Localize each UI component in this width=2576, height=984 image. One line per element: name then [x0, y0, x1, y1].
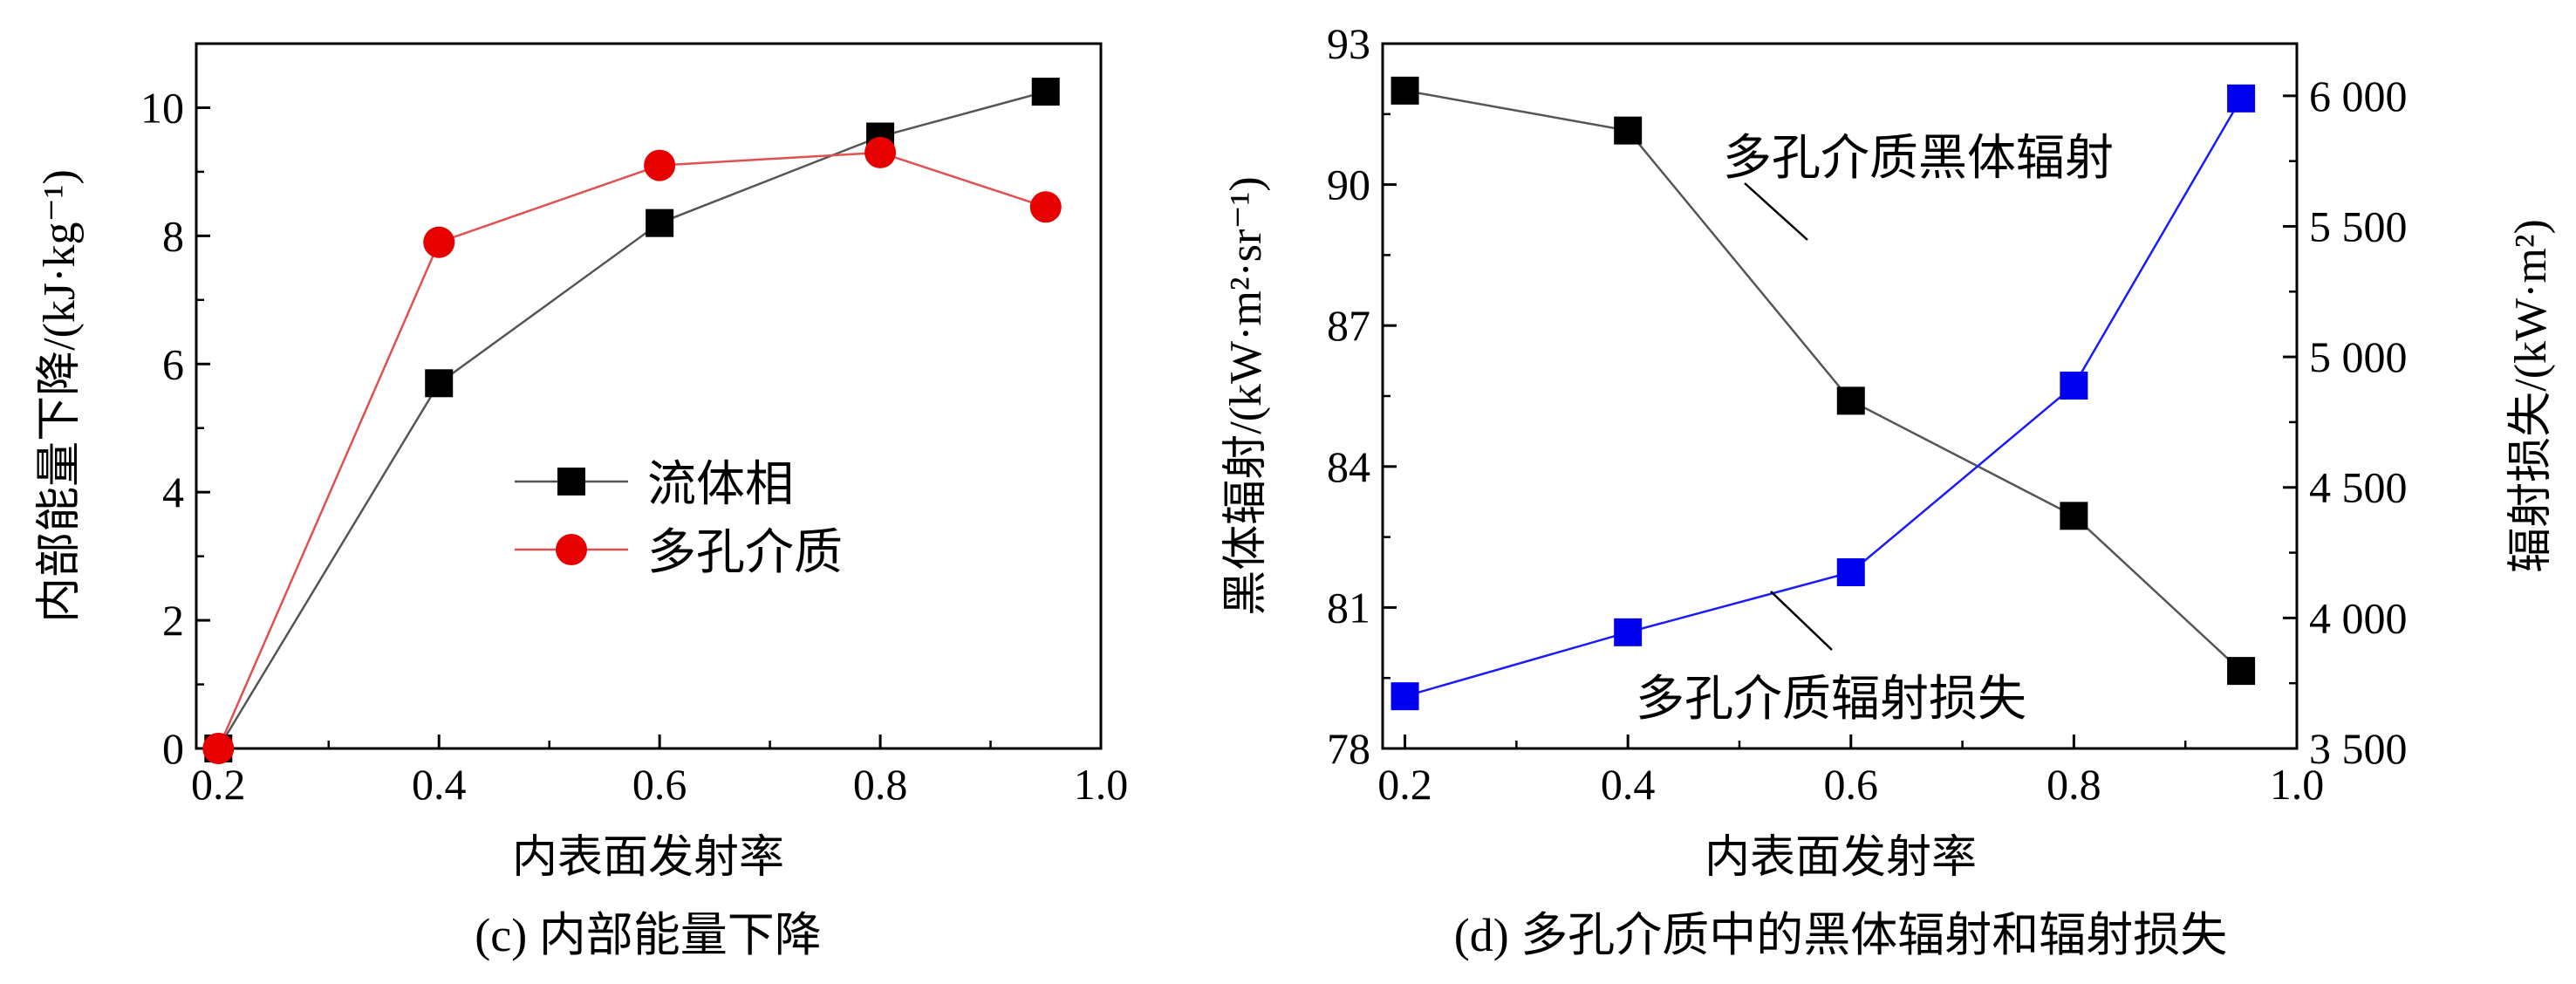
y-right-tick-label: 5 000	[2309, 332, 2408, 381]
data-point	[2227, 84, 2256, 113]
annotation-blackbody: 多孔介质黑体辐射	[1723, 132, 2114, 241]
x-tick-label: 0.8	[2046, 760, 2101, 809]
y-tick-label: 87	[1327, 301, 1370, 350]
data-point	[1029, 191, 1062, 223]
data-point	[644, 149, 676, 181]
series-markers	[1390, 76, 2256, 711]
y-right-tick-label: 4 500	[2309, 463, 2408, 512]
x-tick-label: 0.2	[191, 760, 246, 809]
x-tick-label: 0.6	[1824, 760, 1879, 809]
y-tick-label: 81	[1327, 583, 1370, 632]
caption: (d) 多孔介质中的黑体辐射和辐射损失	[1454, 909, 2227, 961]
axis-ticks: 0.2 0.4 0.6 0.8 1.0 78 81 84 87 90 93 3 500 4 000 4 5…	[1327, 19, 2408, 809]
axis-ticks: 0.2 0.4 0.6 0.8 1.0 0 2 4 6 8 10	[140, 83, 1128, 809]
legend-label-porous: 多孔介质	[647, 526, 843, 580]
data-point	[1031, 78, 1060, 106]
x-tick-label: 0.6	[632, 760, 687, 809]
y-tick-label: 90	[1327, 161, 1370, 209]
y-tick-label: 8	[162, 211, 184, 260]
data-point	[2060, 502, 2088, 530]
x-tick-label: 1.0	[1074, 760, 1129, 809]
chart-internal-energy-drop: 0.2 0.4 0.6 0.8 1.0 0 2 4 6 8 10 流体相 多孔介质 内表面发射率 内…	[35, 42, 1128, 961]
data-point	[2227, 657, 2256, 686]
data-point	[1836, 386, 1865, 415]
data-point	[1836, 558, 1865, 586]
y-tick-label: 0	[162, 724, 184, 773]
series-line-1	[1404, 98, 2243, 698]
x-tick-label: 0.4	[412, 760, 467, 809]
x-tick-label: 0.4	[1601, 760, 1656, 809]
plot-frame	[195, 42, 1103, 750]
y-tick-label: 78	[1327, 724, 1370, 773]
data-point	[425, 369, 454, 398]
x-axis-label: 内表面发射率	[512, 833, 784, 883]
y-axis-label: 内部能量下降/(kJ·kg⁻¹)	[35, 169, 85, 623]
y-axis-label-left: 黑体辐射/(kW·m²·sr⁻¹)	[1221, 176, 1271, 615]
chart-blackbody-radiation: 0.2 0.4 0.6 0.8 1.0 78 81 84 87 90 93 3 500 4 000 4 5…	[1221, 19, 2556, 961]
series-markers	[202, 78, 1062, 764]
y-right-tick-label: 3 500	[2309, 724, 2408, 773]
annotation-radiation-loss: 多孔介质辐射损失	[1636, 591, 2026, 727]
data-point	[423, 226, 455, 258]
data-point	[1614, 116, 1643, 145]
annotation-leader-loss	[1770, 591, 1833, 651]
data-point	[1390, 76, 1419, 105]
data-point	[202, 733, 235, 764]
annotation-text-loss: 多孔介质辐射损失	[1636, 673, 2026, 727]
y-right-tick-label: 4 000	[2309, 593, 2408, 642]
data-point	[2060, 372, 2088, 400]
y-right-tick-label: 5 500	[2309, 202, 2408, 250]
y-tick-label: 2	[162, 596, 184, 645]
legend-label-fluid: 流体相	[647, 458, 794, 512]
series-line-0	[217, 90, 1047, 749]
caption: (c) 内部能量下降	[475, 909, 821, 961]
y-tick-label: 84	[1327, 442, 1370, 491]
data-point	[1390, 682, 1419, 711]
y-axis-label-right: 辐射损失/(kW·m²)	[2506, 219, 2556, 573]
y-tick-label: 4	[162, 468, 184, 516]
data-point	[864, 136, 897, 168]
series-lines	[217, 90, 1047, 749]
data-point	[646, 208, 674, 237]
y-tick-label: 10	[140, 83, 184, 132]
data-point	[1614, 618, 1643, 646]
annotation-text-blackbody: 多孔介质黑体辐射	[1723, 132, 2114, 186]
x-tick-label: 0.8	[853, 760, 908, 809]
legend: 流体相 多孔介质	[515, 458, 843, 580]
x-tick-label: 0.2	[1377, 760, 1432, 809]
legend-marker-fluid	[557, 468, 585, 495]
y-right-tick-label: 6 000	[2309, 72, 2408, 120]
y-tick-label: 6	[162, 339, 184, 388]
legend-marker-porous	[556, 534, 587, 565]
y-tick-label: 93	[1327, 19, 1370, 68]
x-tick-label: 1.0	[2270, 760, 2325, 809]
x-axis-label: 内表面发射率	[1705, 833, 1977, 883]
annotation-leader-blackbody	[1744, 182, 1808, 241]
